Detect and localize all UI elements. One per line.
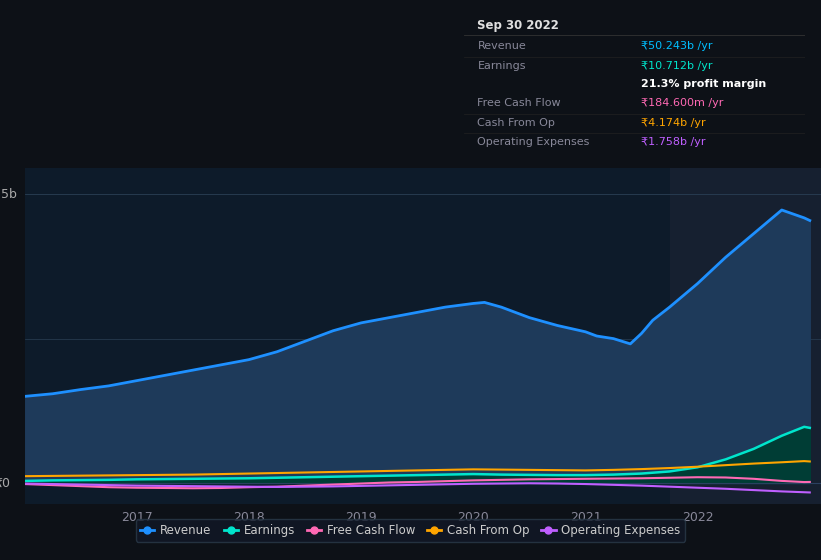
Text: 21.3% profit margin: 21.3% profit margin bbox=[641, 79, 766, 89]
Text: Revenue: Revenue bbox=[478, 41, 526, 51]
Text: Operating Expenses: Operating Expenses bbox=[478, 137, 589, 147]
Text: ₹50.243b /yr: ₹50.243b /yr bbox=[641, 41, 713, 51]
Text: ₹0: ₹0 bbox=[0, 477, 10, 489]
Legend: Revenue, Earnings, Free Cash Flow, Cash From Op, Operating Expenses: Revenue, Earnings, Free Cash Flow, Cash … bbox=[135, 519, 686, 542]
Text: ₹10.712b /yr: ₹10.712b /yr bbox=[641, 61, 713, 71]
Text: Sep 30 2022: Sep 30 2022 bbox=[478, 19, 559, 32]
Text: Earnings: Earnings bbox=[478, 61, 526, 71]
Text: Free Cash Flow: Free Cash Flow bbox=[478, 99, 561, 108]
Text: Cash From Op: Cash From Op bbox=[478, 118, 555, 128]
Text: ₹4.174b /yr: ₹4.174b /yr bbox=[641, 118, 706, 128]
Text: ₹184.600m /yr: ₹184.600m /yr bbox=[641, 99, 723, 108]
Bar bbox=[670, 168, 821, 504]
Text: ₹55b: ₹55b bbox=[0, 188, 17, 200]
Text: ₹1.758b /yr: ₹1.758b /yr bbox=[641, 137, 705, 147]
